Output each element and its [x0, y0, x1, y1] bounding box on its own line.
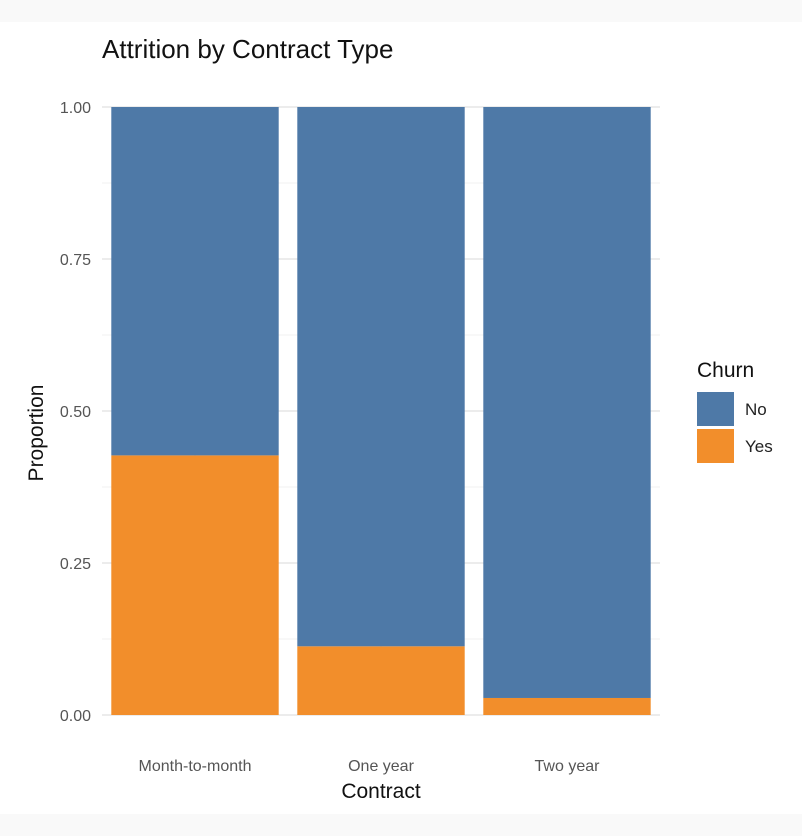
bar-segment-yes — [111, 455, 279, 715]
x-tick-label: Two year — [535, 758, 601, 775]
bars-group — [111, 107, 651, 715]
legend-title: Churn — [697, 359, 754, 382]
x-axis-label: Contract — [341, 780, 421, 803]
bar-segment-yes — [483, 697, 651, 715]
bar-chart: Attrition by Contract Type 0.000.250.500… — [25, 34, 773, 803]
legend-key-yes — [697, 429, 734, 463]
bar-segment-no — [297, 107, 465, 647]
y-tick-label: 0.25 — [60, 556, 91, 573]
x-tick-label: One year — [348, 758, 414, 775]
y-tick-label: 1.00 — [60, 100, 91, 117]
x-tick-label: Month-to-month — [139, 758, 252, 775]
bar-segment-no — [111, 107, 279, 456]
y-tick-label: 0.00 — [60, 708, 91, 725]
legend-label: Yes — [745, 437, 773, 456]
chart-area: Attrition by Contract Type 0.00 0.25 0.50 0… — [0, 22, 802, 814]
y-axis-label: Proportion — [25, 385, 48, 482]
chart-title: Attrition by Contract Type — [102, 34, 393, 64]
legend-label: No — [745, 400, 767, 419]
x-axis-ticks: Month-to-month One year Two year — [139, 758, 601, 775]
y-tick-label: 0.75 — [60, 252, 91, 269]
legend: Churn No Yes — [697, 359, 773, 463]
legend-key-no — [697, 392, 734, 426]
bar-segment-yes — [297, 646, 465, 715]
bar-segment-no — [483, 107, 651, 698]
y-axis-ticks: 0.00 0.25 0.50 0.75 1.00 — [60, 100, 91, 725]
y-tick-label: 0.50 — [60, 404, 91, 421]
